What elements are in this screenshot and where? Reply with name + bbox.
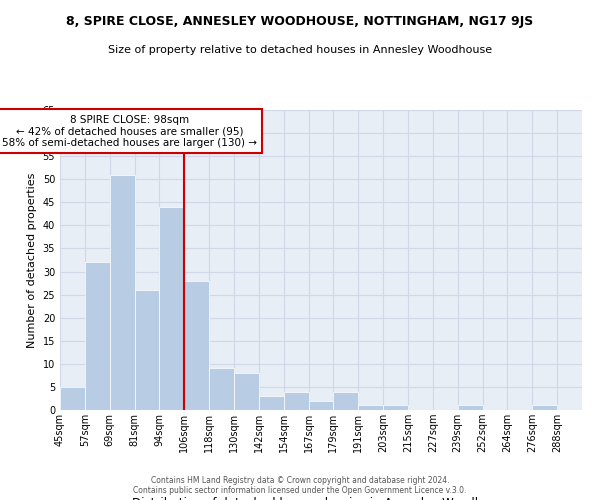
Bar [184, 281, 209, 410]
Bar [110, 174, 134, 410]
X-axis label: Distribution of detached houses by size in Annesley Woodhouse: Distribution of detached houses by size … [132, 496, 510, 500]
Bar [160, 207, 184, 410]
Bar [284, 392, 308, 410]
Bar [334, 392, 358, 410]
Bar [134, 290, 160, 410]
Y-axis label: Number of detached properties: Number of detached properties [27, 172, 37, 348]
Text: Contains HM Land Registry data © Crown copyright and database right 2024.: Contains HM Land Registry data © Crown c… [151, 476, 449, 485]
Text: Size of property relative to detached houses in Annesley Woodhouse: Size of property relative to detached ho… [108, 45, 492, 55]
Bar [209, 368, 234, 410]
Bar [60, 387, 85, 410]
Bar [85, 262, 110, 410]
Bar [308, 401, 334, 410]
Bar [532, 406, 557, 410]
Bar [259, 396, 284, 410]
Bar [458, 406, 482, 410]
Text: 8 SPIRE CLOSE: 98sqm
← 42% of detached houses are smaller (95)
58% of semi-detac: 8 SPIRE CLOSE: 98sqm ← 42% of detached h… [2, 114, 257, 148]
Bar [234, 373, 259, 410]
Text: Contains public sector information licensed under the Open Government Licence v.: Contains public sector information licen… [133, 486, 467, 495]
Bar [383, 406, 408, 410]
Text: 8, SPIRE CLOSE, ANNESLEY WOODHOUSE, NOTTINGHAM, NG17 9JS: 8, SPIRE CLOSE, ANNESLEY WOODHOUSE, NOTT… [67, 15, 533, 28]
Bar [358, 406, 383, 410]
